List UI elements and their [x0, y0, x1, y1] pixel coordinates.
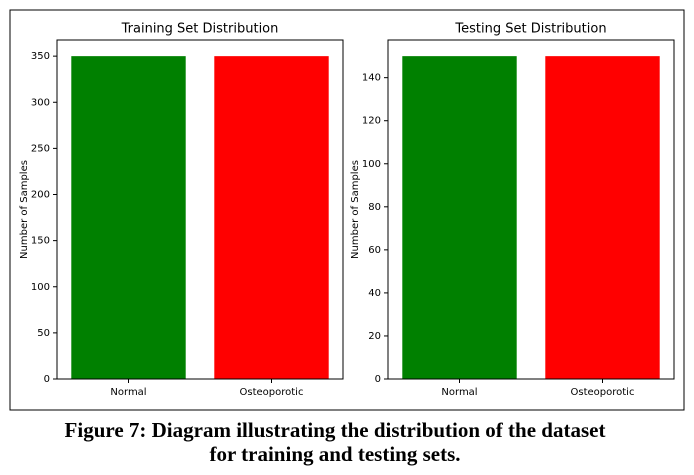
- y-tick-label: 200: [31, 190, 50, 201]
- y-tick-label: 100: [362, 159, 381, 170]
- bar: [214, 56, 329, 380]
- bar: [71, 56, 186, 380]
- y-tick-label: 50: [37, 328, 50, 339]
- axes-frame: [56, 39, 344, 380]
- y-tick-label: 0: [375, 374, 381, 385]
- x-tick-label: Normal: [441, 387, 477, 398]
- y-tick-label: 120: [362, 116, 381, 127]
- figure-frame: [9, 9, 685, 411]
- y-axis-label: Number of Samples: [350, 160, 361, 259]
- y-tick-label: 80: [368, 202, 381, 213]
- bar: [402, 56, 517, 380]
- y-tick-label: 300: [31, 97, 50, 108]
- axes-frame: [387, 39, 675, 380]
- chart-title: Training Set Distribution: [121, 22, 279, 37]
- bar: [545, 56, 660, 380]
- y-tick-label: 20: [368, 331, 381, 342]
- y-tick-label: 250: [31, 143, 50, 154]
- y-tick-label: 350: [31, 51, 50, 62]
- y-tick-label: 0: [44, 374, 50, 385]
- caption-line: Figure 7: Diagram illustrating the distr…: [65, 418, 606, 442]
- y-tick-label: 40: [368, 288, 381, 299]
- x-tick-label: Osteoporotic: [571, 387, 635, 398]
- caption-line: for training and testing sets.: [209, 442, 460, 466]
- x-tick-label: Osteoporotic: [240, 387, 304, 398]
- y-tick-label: 100: [31, 282, 50, 293]
- y-tick-label: 150: [31, 236, 50, 247]
- x-tick-label: Normal: [110, 387, 146, 398]
- y-axis-label: Number of Samples: [19, 160, 30, 259]
- y-tick-label: 60: [368, 245, 381, 256]
- chart-title: Testing Set Distribution: [454, 22, 606, 37]
- y-tick-label: 140: [362, 73, 381, 84]
